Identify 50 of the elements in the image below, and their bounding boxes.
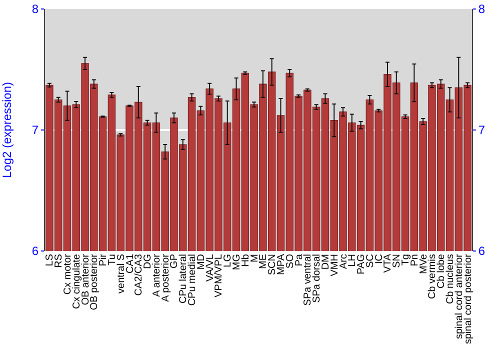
x-tick-label: SC — [364, 254, 376, 268]
x-tick-label: CA2/CA3 — [134, 254, 145, 296]
x-tick-label: OB posterior — [89, 253, 100, 310]
x-tick-label: PAG — [356, 254, 368, 274]
x-tick-label: VTA — [382, 254, 394, 273]
x-tick-label: Pir — [98, 253, 110, 266]
x-tick-label: DG — [142, 254, 154, 269]
x-tick-label: A posterior — [160, 253, 172, 302]
y-axis-title: Log2 (expression) — [0, 82, 14, 178]
x-tick-label: Pn — [409, 254, 420, 266]
x-tick-label: Cb nucleus — [445, 254, 456, 304]
x-tick-label: GP — [169, 254, 180, 268]
x-tick-label: Arc — [338, 254, 350, 269]
x-tick-label: LG — [222, 254, 234, 268]
x-tick-label: ventral S — [116, 254, 127, 294]
x-tick-label: VPM/VPL — [214, 254, 225, 298]
x-tick-label: Cb lobe — [436, 254, 448, 288]
x-tick-label: MD — [196, 254, 207, 270]
y-tick-label: 6 — [32, 244, 39, 258]
x-tick-label: SPa dorsal — [312, 254, 323, 303]
y-tick-label: 8 — [32, 2, 39, 16]
x-tick-label: MPA — [276, 254, 287, 275]
x-tick-label: SO — [284, 254, 296, 268]
y2-tick-label: 6 — [478, 244, 486, 258]
x-tick-label: CPu medial — [187, 254, 198, 306]
x-tick-label: spinal cord posterior — [462, 253, 474, 344]
x-tick-label: RS — [54, 254, 65, 268]
x-tick-label: spinal cord anterior — [454, 253, 465, 340]
x-tick-label: Tu — [106, 254, 118, 266]
y2-tick-label: 8 — [478, 2, 486, 16]
x-tick-label: Pa — [294, 254, 305, 266]
x-tick-label: SCN — [267, 254, 278, 276]
x-tick-label: Cx cingulate — [71, 254, 82, 310]
x-tick-label: IC — [374, 254, 385, 264]
x-tick-label: LH — [347, 254, 358, 267]
x-tick-label: OB anterior — [80, 253, 92, 306]
x-tick-label: Cx motor — [62, 253, 74, 295]
y-tick-label: 7 — [32, 123, 39, 138]
x-tick-label: A anterior — [151, 253, 162, 297]
x-tick-label: LS — [44, 254, 56, 266]
x-tick-label: MVe — [418, 254, 430, 274]
x-tick-label: DM — [320, 254, 332, 270]
x-tick-label: Tg — [400, 254, 412, 266]
x-tick-label: SN — [392, 254, 403, 268]
x-tick-label: M — [249, 254, 260, 262]
x-tick-label: CA1 — [124, 254, 136, 274]
x-tick-label: VMH — [329, 254, 340, 276]
x-tick-label: ME — [258, 254, 270, 269]
x-tick-label: Hb — [240, 254, 252, 267]
y2-tick-label: 7 — [478, 123, 486, 138]
